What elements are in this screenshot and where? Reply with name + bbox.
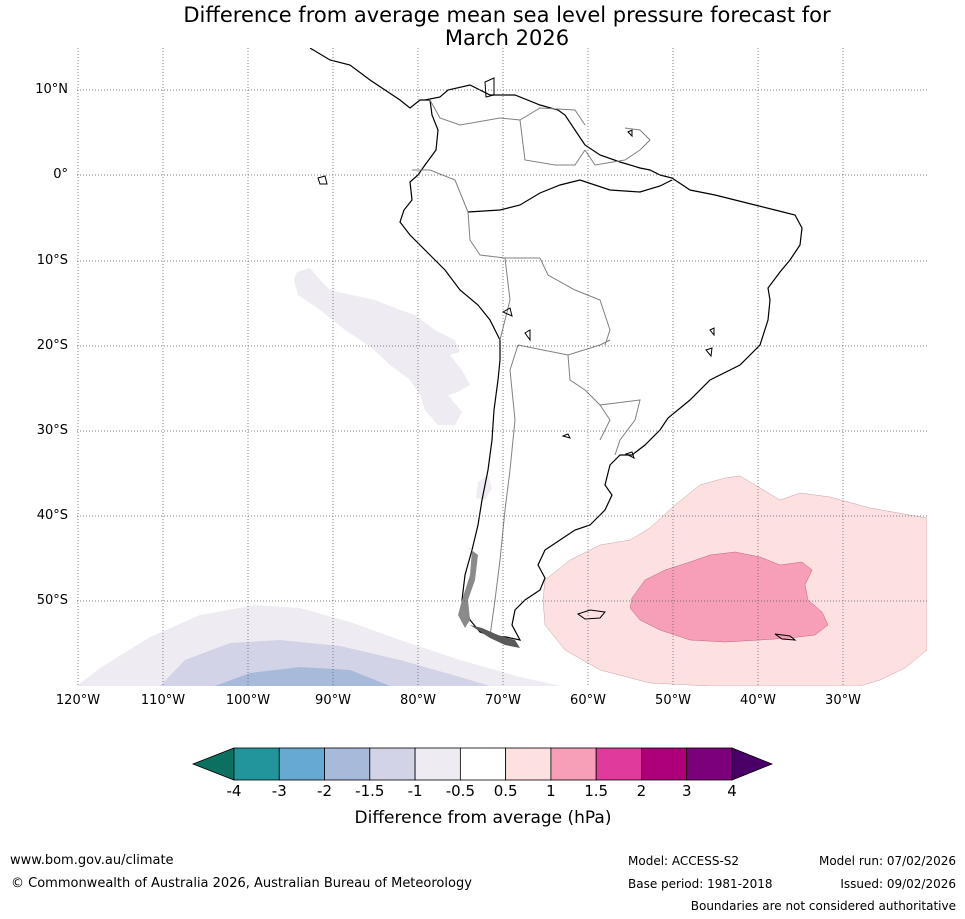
title-line-2: March 2026 <box>444 26 570 50</box>
footer-copyright: © Commonwealth of Australia 2026, Austra… <box>11 876 472 891</box>
lon-label-70w: 70°W <box>485 693 521 708</box>
lon-label-120w: 120°W <box>55 693 101 708</box>
anomaly-area-neg-2-to-neg-1-5 <box>215 667 390 686</box>
anomaly-area-neg-1-5-to-neg-1 <box>160 640 490 686</box>
footer-url[interactable]: www.bom.gov.au/climate <box>10 853 174 868</box>
lat-label-20s: 20°S <box>36 338 68 353</box>
footer-issued: Issued: 09/02/2026 <box>840 877 956 891</box>
colorbar-tick-label: 0.5 <box>493 782 518 800</box>
footer-disclaimer: Boundaries are not considered authoritat… <box>690 899 956 913</box>
colorbar-tick-label: -1.5 <box>355 782 385 800</box>
lon-label-90w: 90°W <box>315 693 351 708</box>
islands-and-lakes <box>317 77 797 641</box>
colorbar-tick-label: -1 <box>407 782 423 800</box>
lat-label-40s: 40°S <box>36 508 68 523</box>
colorbar-tick-label: 2 <box>636 782 647 800</box>
lat-label-10s: 10°S <box>36 253 68 268</box>
lat-label-30s: 30°S <box>36 423 68 438</box>
lon-label-80w: 80°W <box>400 693 436 708</box>
title-line-1: Difference from average mean sea level p… <box>183 3 831 27</box>
colorbar-tick-label: 1.5 <box>584 782 609 800</box>
lat-label-0: 0° <box>53 167 68 182</box>
lat-label-50s: 50°S <box>36 593 68 608</box>
colorbar-tick-label: -4 <box>226 782 242 800</box>
lon-label-50w: 50°W <box>655 693 691 708</box>
south-america-coastline <box>309 48 803 641</box>
map-plot-area <box>77 48 927 686</box>
footer-model-run: Model run: 07/02/2026 <box>818 854 956 868</box>
lon-label-110w: 110°W <box>140 693 186 708</box>
lon-label-100w: 100°W <box>225 693 271 708</box>
lon-label-40w: 40°W <box>740 693 776 708</box>
lon-label-60w: 60°W <box>570 693 606 708</box>
lon-label-30w: 30°W <box>825 693 861 708</box>
colorbar-tick-label: -2 <box>317 782 333 800</box>
patagonia-fjords <box>458 545 520 648</box>
colorbar-tick-label: 1 <box>546 782 556 800</box>
colorbar-title: Difference from average (hPa) <box>354 808 612 828</box>
anomaly-area-1-to-1-5 <box>629 551 829 643</box>
graticule <box>77 48 927 686</box>
anomaly-area-neg-1-to-neg-0-5-pacific <box>294 268 470 425</box>
chart-title: Difference from average mean sea level p… <box>0 4 965 50</box>
colorbar-tick-label: 4 <box>727 782 737 800</box>
colorbar-tick-label: 3 <box>681 782 692 800</box>
colorbar-tick-label: -0.5 <box>445 782 475 800</box>
lat-label-10n: 10°N <box>35 82 68 97</box>
colorbar-tick-label: -3 <box>271 782 287 800</box>
amazon-river <box>467 179 673 213</box>
country-borders <box>412 99 651 637</box>
footer-base-period: Base period: 1981-2018 <box>628 877 773 891</box>
footer-model: Model: ACCESS-S2 <box>628 854 740 868</box>
